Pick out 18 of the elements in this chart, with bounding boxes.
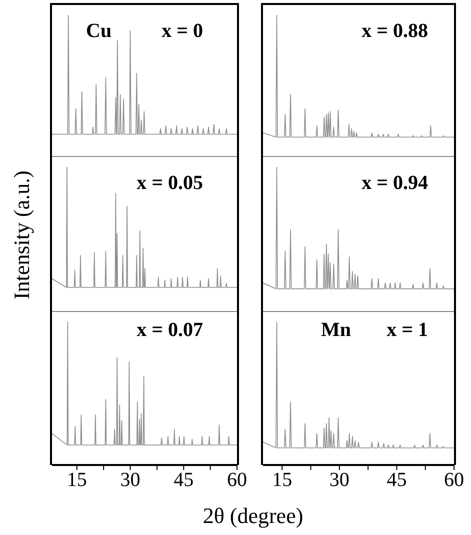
x-tick-label: 15: [66, 469, 87, 492]
x-tick-label: 30: [329, 469, 350, 492]
x-tick-label: 45: [386, 469, 407, 492]
annotation: x = 0.07: [136, 319, 203, 341]
x-axis-title: 2θ (degree): [202, 503, 304, 529]
annotation: Cu: [86, 20, 112, 42]
annotation: Mn: [321, 319, 351, 341]
annotation: x = 0.88: [362, 20, 428, 42]
annotation: x = 0.05: [136, 172, 203, 194]
x-tick-label: 45: [174, 469, 194, 492]
annotation: x = 0: [162, 20, 203, 42]
annotation: x = 0.94: [362, 172, 428, 194]
x-tick-label: 15: [272, 469, 292, 492]
annotation: x = 1: [386, 319, 428, 341]
x-tick-label: 60: [444, 469, 464, 492]
y-axis-title: Intensity (a.u.): [9, 170, 35, 300]
x-tick-label: 30: [120, 469, 140, 492]
x-tick-label: 60: [227, 469, 247, 492]
